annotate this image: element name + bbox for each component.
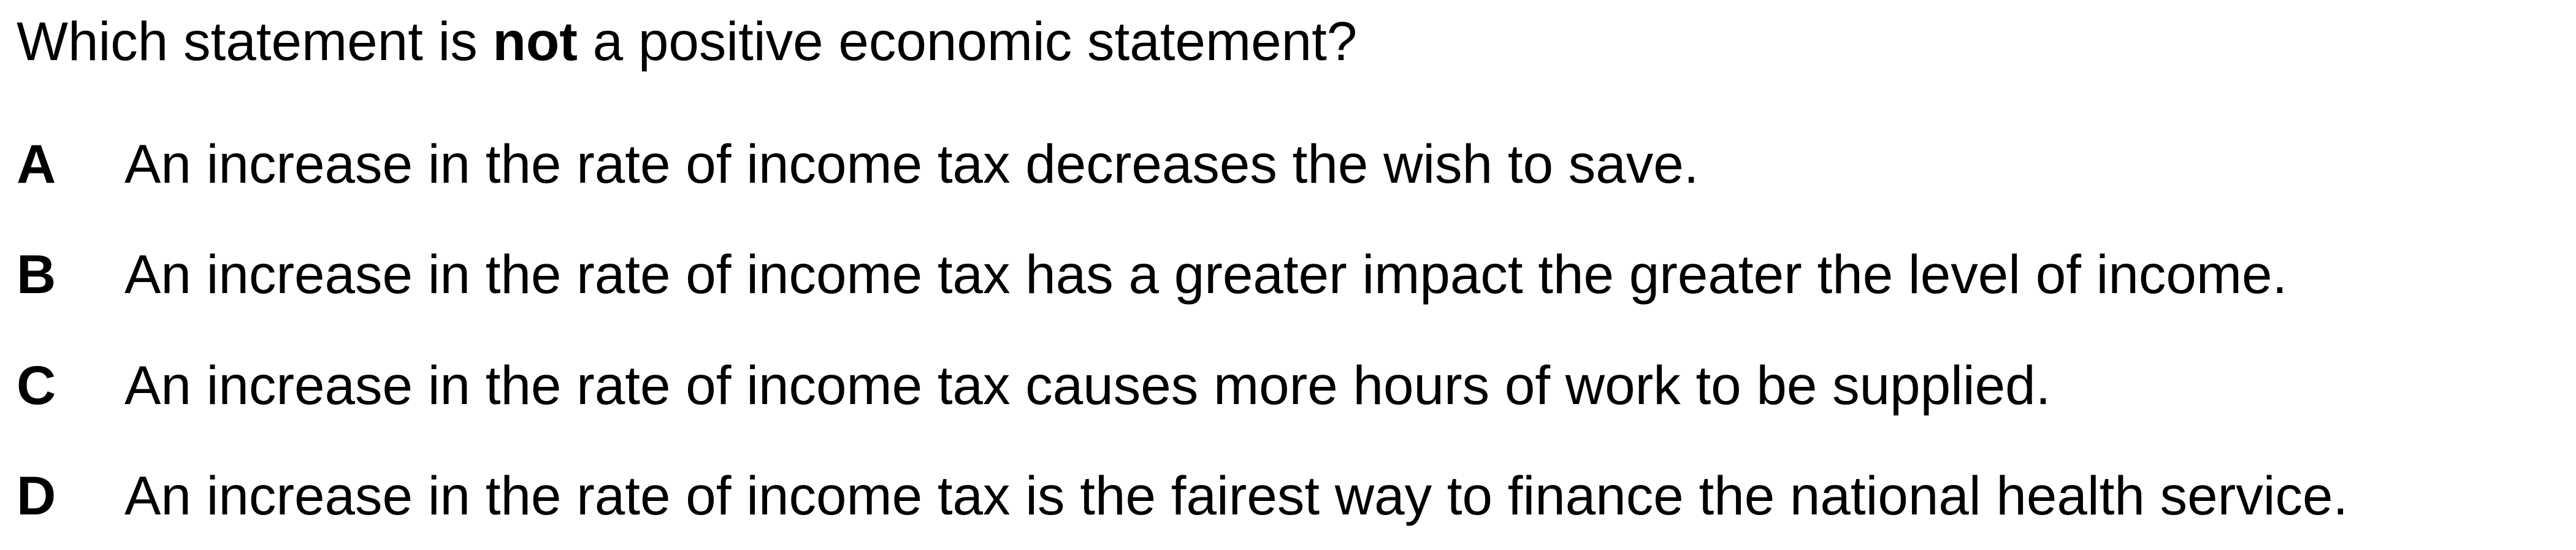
- option-text: An increase in the rate of income tax is…: [124, 465, 2349, 526]
- option-text: An increase in the rate of income tax ha…: [124, 243, 2288, 305]
- question-text-before: Which statement is: [17, 10, 493, 72]
- question-text-after: a positive economic statement?: [577, 10, 1358, 72]
- question-stem: Which statement is not a positive econom…: [17, 7, 1357, 75]
- option-letter: B: [17, 243, 56, 305]
- option-letter: D: [17, 465, 56, 526]
- option-text: An increase in the rate of income tax ca…: [124, 354, 2051, 416]
- option-letter: A: [17, 133, 56, 194]
- question-emphasis: not: [492, 10, 578, 72]
- option-letter: C: [17, 354, 56, 416]
- option-text: An increase in the rate of income tax de…: [124, 133, 1699, 194]
